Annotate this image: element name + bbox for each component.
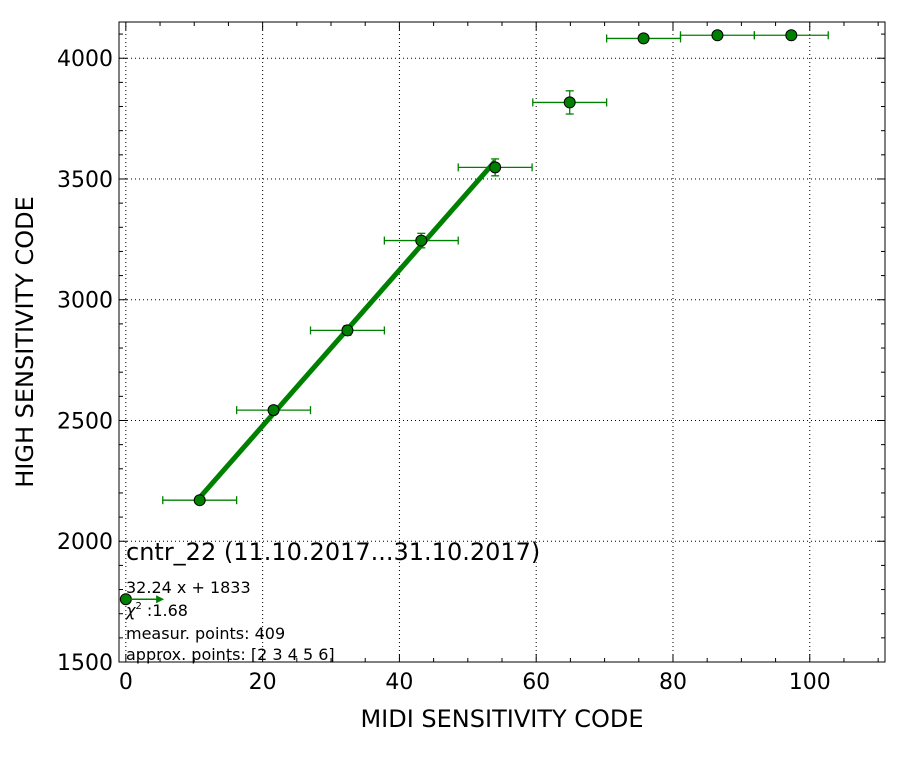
x-tick-label: 80 [659, 670, 687, 695]
chi-value: :1.68 [142, 601, 188, 620]
y-tick-label: 2500 [57, 409, 113, 434]
x-axis-label: MIDI SENSITIVITY CODE [360, 705, 643, 733]
x-tick-label: 100 [789, 670, 831, 695]
x-tick-labels: 0 20 40 60 80 100 [119, 670, 831, 695]
y-tick-label: 4000 [57, 47, 113, 72]
chi-symbol: χ [125, 601, 136, 620]
data-point [785, 29, 798, 42]
plot-frame [118, 21, 886, 663]
data-points [119, 29, 798, 606]
x-tick-label: 60 [522, 670, 550, 695]
annotation-measur: measur. points: 409 [126, 624, 285, 643]
arrow-group [125, 595, 165, 604]
annotation-approx: approx. points: [2 3 4 5 6] [126, 645, 335, 664]
y-tick-label: 3000 [57, 289, 113, 314]
data-point [637, 32, 650, 45]
y-tick-label: 2000 [57, 530, 113, 555]
annotation-fit: 32.24 x + 1833 [126, 578, 251, 597]
x-tick-label: 0 [119, 670, 133, 695]
y-tick-label: 3500 [57, 168, 113, 193]
annotation-title: cntr_22 (11.10.2017...31.10.2017) [126, 538, 540, 566]
data-point [563, 96, 576, 109]
x-tick-label: 20 [249, 670, 277, 695]
y-tick-labels: 1500 2000 2500 3000 3500 4000 [57, 47, 113, 676]
data-point [193, 494, 206, 507]
data-point [415, 234, 428, 247]
arrow-head [156, 595, 165, 604]
x-tick-label: 40 [385, 670, 413, 695]
chi-exponent: 2 [135, 601, 141, 612]
ticks [119, 22, 885, 663]
y-axis-label: HIGH SENSITIVITY CODE [11, 196, 39, 488]
data-point [489, 161, 502, 174]
data-point [341, 324, 354, 337]
data-point [267, 404, 280, 417]
annotation-chi: χ2 :1.68 [125, 601, 188, 620]
data-point [711, 29, 724, 42]
y-tick-label: 1500 [57, 651, 113, 676]
grid [119, 22, 885, 662]
